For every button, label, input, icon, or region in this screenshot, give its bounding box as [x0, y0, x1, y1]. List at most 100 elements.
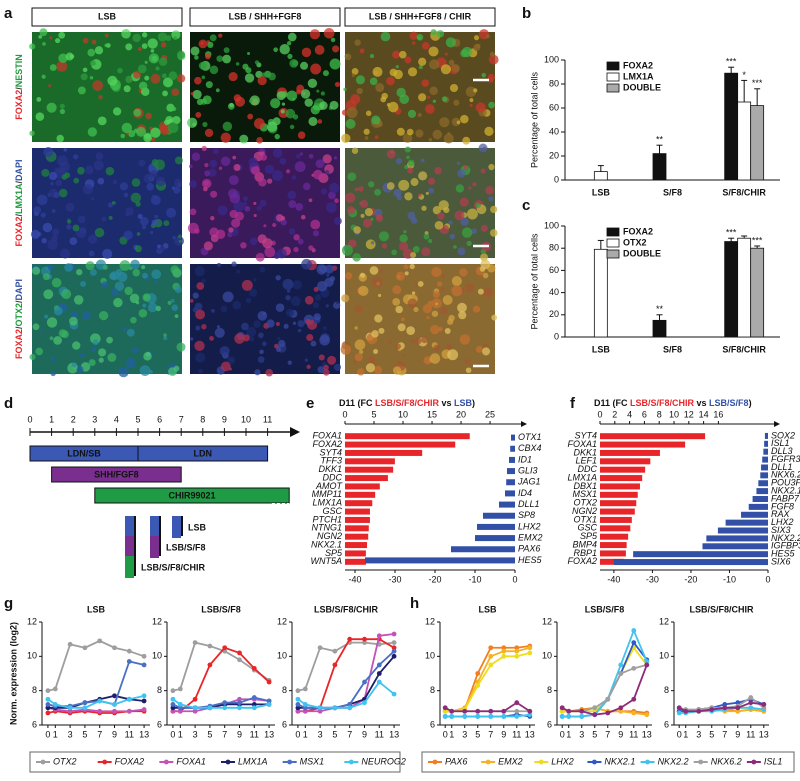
y-tick-label: 20	[549, 309, 559, 319]
legend-label: LMX1A	[623, 71, 654, 81]
row-label-part: NESTIN	[14, 54, 24, 87]
cell-signal	[247, 51, 251, 56]
cell-signal	[436, 30, 445, 38]
cell-signal	[440, 307, 448, 315]
cell-signal	[215, 229, 226, 239]
cell-signal	[189, 164, 193, 169]
panel-letter: c	[522, 197, 530, 214]
cell-signal	[144, 60, 148, 64]
data-point	[514, 648, 520, 654]
cell-signal	[42, 42, 46, 46]
cell-signal	[285, 294, 291, 301]
cell-signal	[250, 165, 260, 176]
data-point	[192, 705, 198, 711]
bar	[652, 319, 667, 338]
x-tick-label: 0	[677, 729, 682, 739]
legend-label: PAX6	[445, 756, 467, 766]
cell-signal	[365, 239, 376, 250]
top-tick-label: 12	[684, 409, 694, 419]
bar	[633, 551, 768, 558]
cell-signal	[253, 201, 257, 205]
timeline-tick-label: 9	[222, 414, 227, 424]
legend-label: DOUBLE	[623, 82, 661, 92]
cell-signal	[448, 59, 455, 66]
cell-signal	[292, 280, 303, 290]
gene-label: SIX3	[771, 525, 791, 535]
gene-label: GLI3	[518, 465, 538, 475]
cell-signal	[213, 148, 220, 155]
cell-signal	[163, 220, 170, 227]
data-point	[605, 696, 611, 702]
gene-label: MMP11	[312, 489, 342, 499]
cell-signal	[72, 341, 81, 350]
cell-signal	[91, 197, 95, 201]
cell-signal	[475, 346, 483, 353]
cell-signal	[168, 367, 177, 377]
cell-signal	[77, 215, 86, 224]
cell-signal	[125, 43, 133, 51]
cell-signal	[395, 271, 405, 281]
cell-signal	[445, 343, 453, 350]
x-tick-label: 1	[449, 729, 454, 739]
cell-signal	[48, 171, 58, 181]
cell-signal	[47, 239, 58, 250]
x-tick-label: S/F8	[663, 344, 682, 354]
x-tick-label: LSB	[592, 187, 611, 197]
legend-marker	[698, 759, 704, 765]
data-point	[170, 708, 176, 714]
data-point	[618, 662, 624, 668]
top-tick-label: 20	[456, 409, 466, 419]
treatment-bar	[51, 466, 182, 483]
data-point	[514, 708, 520, 714]
x-tick-label: 1	[303, 729, 308, 739]
data-point	[618, 705, 624, 711]
legend-label: FOXA2	[623, 226, 653, 236]
cell-signal	[308, 116, 318, 126]
cell-signal	[432, 206, 442, 215]
legend-label: LMX1A	[238, 756, 268, 766]
bar	[724, 72, 739, 181]
bar	[600, 516, 632, 523]
cell-signal	[327, 355, 337, 365]
cell-signal	[176, 74, 186, 83]
cell-signal	[483, 343, 488, 348]
cell-signal	[244, 73, 255, 83]
x-tick-label: 5	[207, 729, 212, 739]
column-header-box	[31, 7, 183, 27]
data-point	[475, 671, 481, 676]
cell-signal	[141, 265, 146, 270]
cell-signal	[275, 303, 285, 312]
legend-label: FOXA2	[115, 756, 145, 766]
cell-signal	[407, 109, 417, 118]
data-point	[170, 688, 176, 694]
cell-signal	[92, 80, 104, 91]
cell-signal	[246, 326, 257, 337]
cell-signal	[112, 180, 118, 185]
cell-signal	[89, 60, 96, 67]
cell-signal	[323, 364, 329, 371]
data-point	[566, 714, 572, 719]
cell-signal	[248, 99, 253, 103]
cell-signal	[410, 178, 419, 187]
cell-signal	[195, 112, 202, 118]
cell-signal	[272, 222, 277, 228]
cell-signal	[475, 202, 481, 209]
y-tick-label: 10	[425, 651, 435, 661]
top-tick-label: 0	[342, 409, 347, 419]
cell-signal	[236, 269, 241, 274]
cell-signal	[459, 197, 469, 207]
cell-signal	[329, 100, 339, 110]
cell-signal	[131, 178, 141, 187]
top-tick-label: 8	[657, 409, 662, 419]
data-point	[112, 645, 117, 651]
cell-signal	[223, 47, 230, 54]
cell-signal	[260, 153, 268, 161]
cell-signal	[449, 83, 459, 93]
gene-label: PTCH1	[312, 514, 342, 524]
data-point	[376, 633, 382, 639]
data-point	[251, 702, 257, 707]
cell-signal	[347, 172, 357, 181]
data-point	[237, 650, 242, 656]
data-point	[488, 645, 494, 651]
cell-signal	[171, 304, 179, 311]
